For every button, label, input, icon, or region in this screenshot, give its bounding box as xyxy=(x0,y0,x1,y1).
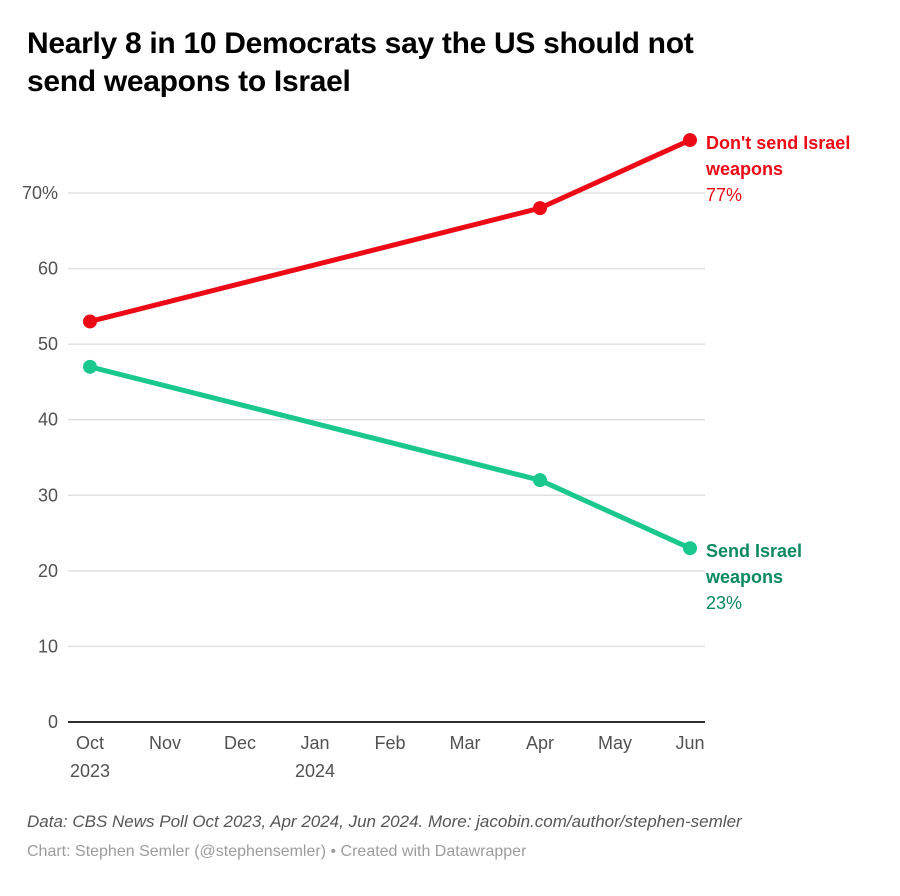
x-tick-label: Mar xyxy=(450,733,481,753)
series-label-line: weapons xyxy=(706,567,784,587)
series-line-0 xyxy=(87,137,693,324)
series-value-label: 77% xyxy=(706,185,743,205)
x-tick-label: Dec xyxy=(224,733,256,753)
data-source-note: Data: CBS News Poll Oct 2023, Apr 2024, … xyxy=(27,812,742,831)
series-line-1 xyxy=(87,364,693,551)
series-end-label-send-weapons: Send Israel weapons 23% xyxy=(706,538,891,616)
series-end-label-dont-send-weapons: Don't send Israel weapons 77% xyxy=(706,130,891,208)
y-tick-label: 70% xyxy=(22,183,58,203)
series-value-label: 23% xyxy=(706,593,743,613)
x-tick-year-label: 2023 xyxy=(70,761,110,781)
y-tick-label: 10 xyxy=(38,636,58,656)
series-label-line: weapons xyxy=(706,159,784,179)
data-point-marker xyxy=(533,473,547,488)
series-label-line: Send Israel xyxy=(706,541,803,561)
data-point-marker xyxy=(83,314,97,329)
x-tick-label: Jun xyxy=(675,733,704,753)
x-tick-label: Nov xyxy=(149,733,181,753)
data-point-marker xyxy=(83,359,97,374)
x-tick-label: Jan xyxy=(300,733,329,753)
data-point-marker xyxy=(683,541,697,556)
y-tick-label: 0 xyxy=(48,712,58,732)
data-point-marker xyxy=(533,201,547,216)
x-tick-year-label: 2024 xyxy=(295,761,335,781)
title-line-1: Nearly 8 in 10 Democrats say the US shou… xyxy=(27,27,694,60)
data-point-marker xyxy=(683,133,697,148)
y-tick-label: 30 xyxy=(38,485,58,505)
x-tick-label: Feb xyxy=(374,733,405,753)
chart-title: Nearly 8 in 10 Democrats say the US shou… xyxy=(27,25,857,101)
x-tick-label: May xyxy=(598,733,632,753)
y-tick-label: 20 xyxy=(38,561,58,581)
x-tick-label: Apr xyxy=(526,733,554,753)
x-tick-label: Oct xyxy=(76,733,104,753)
y-tick-label: 50 xyxy=(38,334,58,354)
series-label-line: Don't send Israel xyxy=(706,133,851,153)
title-line-2: send weapons to Israel xyxy=(27,65,351,98)
byline: Chart: Stephen Semler (@stephensemler) •… xyxy=(27,843,527,860)
y-tick-label: 40 xyxy=(38,410,58,430)
y-tick-label: 60 xyxy=(38,259,58,279)
